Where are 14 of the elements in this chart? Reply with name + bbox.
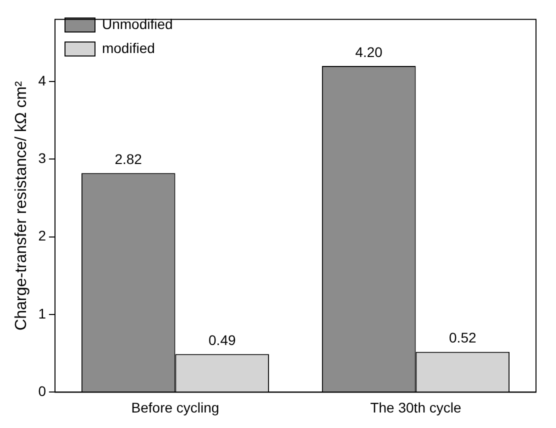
y-tick-label: 2 (38, 228, 46, 244)
data-label: 0.49 (208, 332, 236, 348)
legend-label: Unmodified (102, 16, 173, 32)
legend-label: modified (102, 40, 155, 56)
y-tick-label: 3 (38, 150, 46, 166)
data-label: 2.82 (114, 151, 142, 168)
y-tick-label: 0 (38, 383, 46, 400)
y-axis-title: Charge-transfer resistance/ kΩ cm² (13, 80, 30, 330)
x-tick-label: The 30th cycle (370, 399, 462, 416)
data-label: 0.52 (449, 330, 476, 346)
y-tick-label: 1 (38, 305, 46, 322)
x-tick-label: Before cycling (131, 399, 220, 416)
data-label: 4.20 (355, 44, 383, 60)
y-tick-label: 4 (38, 72, 46, 88)
